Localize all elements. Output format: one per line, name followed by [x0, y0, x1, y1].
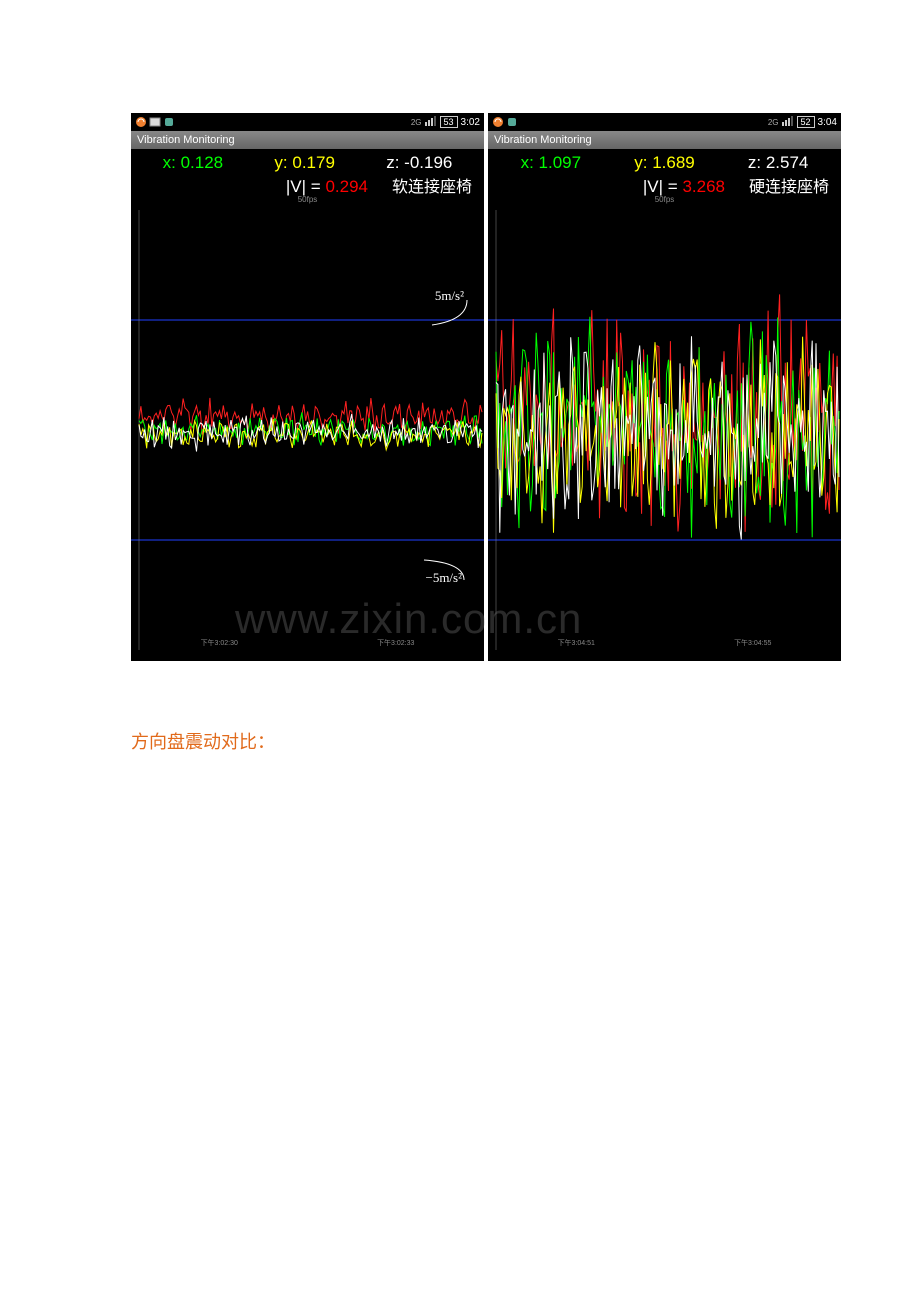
signal-icon	[782, 116, 794, 129]
image-icon	[149, 116, 161, 128]
time-axis-labels: 下午3:04:51 下午3:04:55	[488, 638, 841, 648]
y-reading: y: 0.179	[274, 153, 335, 173]
screenshots-container: 2G 53 3:02 Vibration Monitoring x: 0.128…	[131, 113, 841, 661]
vibration-chart	[488, 210, 841, 650]
y-reading: y: 1.689	[634, 153, 695, 173]
app-icon	[506, 116, 518, 128]
clock: 3:04	[818, 117, 837, 128]
app-title-bar: Vibration Monitoring	[488, 131, 841, 149]
network-label: 2G	[768, 118, 779, 127]
chart-area-right: 下午3:04:51 下午3:04:55	[488, 210, 841, 650]
phone-screen-left: 2G 53 3:02 Vibration Monitoring x: 0.128…	[131, 113, 484, 661]
caption-text: 方向盘震动对比：	[131, 728, 275, 754]
status-bar: 2G 53 3:02	[131, 113, 484, 131]
lower-limit-annotation: −5m/s²	[425, 570, 462, 586]
upper-limit-annotation: 5m/s²	[435, 288, 464, 304]
clock: 3:02	[461, 117, 480, 128]
z-reading: z: 2.574	[748, 153, 809, 173]
status-bar: 2G 52 3:04	[488, 113, 841, 131]
chart-area-left: 5m/s² −5m/s² 下午3:02:30 下午3:02:33	[131, 210, 484, 650]
v-reading: |V| = 0.294	[286, 177, 368, 197]
second-row: |V| = 0.294 软连接座椅	[131, 173, 484, 197]
z-reading: z: -0.196	[386, 153, 452, 173]
seat-type-label: 软连接座椅	[392, 173, 472, 197]
phone-screen-right: 2G 52 3:04 Vibration Monitoring x: 1.097…	[488, 113, 841, 661]
seat-type-label: 硬连接座椅	[749, 173, 829, 197]
sync-icon	[492, 116, 504, 128]
readings-row: x: 1.097 y: 1.689 z: 2.574	[488, 149, 841, 173]
x-reading: x: 1.097	[521, 153, 582, 173]
second-row: |V| = 3.268 硬连接座椅	[488, 173, 841, 197]
app-title-bar: Vibration Monitoring	[131, 131, 484, 149]
battery-level: 52	[797, 116, 815, 128]
v-reading: |V| = 3.268	[643, 177, 725, 197]
signal-icon	[425, 116, 437, 129]
time-axis-labels: 下午3:02:30 下午3:02:33	[131, 638, 484, 648]
readings-row: x: 0.128 y: 0.179 z: -0.196	[131, 149, 484, 173]
sync-icon	[135, 116, 147, 128]
app-icon	[163, 116, 175, 128]
battery-level: 53	[440, 116, 458, 128]
x-reading: x: 0.128	[163, 153, 224, 173]
network-label: 2G	[411, 118, 422, 127]
